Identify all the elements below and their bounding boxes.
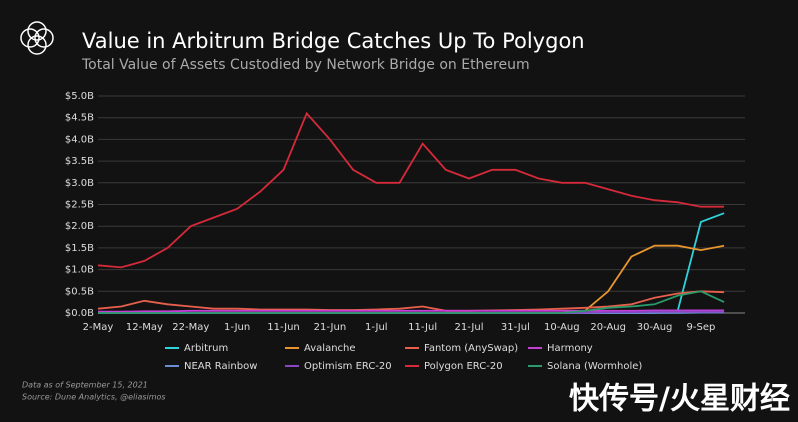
legend-label: Fantom (AnySwap) [424,343,518,354]
legend-label: Arbitrum [184,343,228,354]
y-tick-label: $2.5B [65,200,94,211]
watermark: 快传号/火星财经 [569,382,790,417]
chart-title: Value in Arbitrum Bridge Catches Up To P… [82,29,585,53]
y-tick-label: $3.5B [65,156,94,167]
x-tick-label: 11-Jun [267,322,300,333]
series-line [97,290,725,312]
x-tick-label: 21-Jul [455,322,484,333]
series-line [98,244,725,314]
legend-label: Optimism ERC-20 [304,361,392,372]
x-tick-label: 30-Aug [637,322,673,333]
legend-label: Polygon ERC-20 [424,361,503,372]
y-tick-label: $4.0B [65,134,94,145]
series-line [98,309,725,313]
note: Data as of September 15, 2021 [22,381,148,390]
x-tick-label: 20-Aug [590,322,626,333]
y-tick-label: $3.0B [65,178,94,189]
y-tick-label: $1.0B [65,265,94,276]
chart-subtitle: Total Value of Assets Custodied by Netwo… [81,57,530,73]
x-tick-label: 11-Jul [408,322,437,333]
note: Source: Dune Analytics, @eliasimos [22,393,166,402]
x-tick-label: 1-Jun [224,322,250,333]
legend-label: NEAR Rainbow [184,361,257,372]
legend-label: Avalanche [304,343,356,354]
x-tick-label: 1-Jul [365,322,388,333]
y-tick-label: $4.5B [65,113,94,124]
x-tick-label: 31-Jul [501,322,530,333]
legend-label: Harmony [547,343,593,354]
series-line [97,111,725,269]
y-tick-label: $5.0B [65,91,94,102]
x-tick-label: 12-May [126,322,163,333]
x-tick-label: 10-Aug [544,322,580,333]
y-tick-label: $2.0B [65,221,94,232]
y-tick-label: $0.0B [65,308,94,319]
x-tick-label: 21-Jun [314,322,347,333]
legend-label: Solana (Wormhole) [547,361,642,372]
series-line [98,212,725,314]
x-tick-label: 9-Sep [687,322,716,333]
y-tick-label: $0.5B [65,286,94,297]
logo [20,21,54,55]
series-line [98,290,725,314]
y-tick-label: $1.5B [65,243,94,254]
x-tick-label: 22-May [172,322,209,333]
x-tick-label: 2-May [83,322,114,333]
